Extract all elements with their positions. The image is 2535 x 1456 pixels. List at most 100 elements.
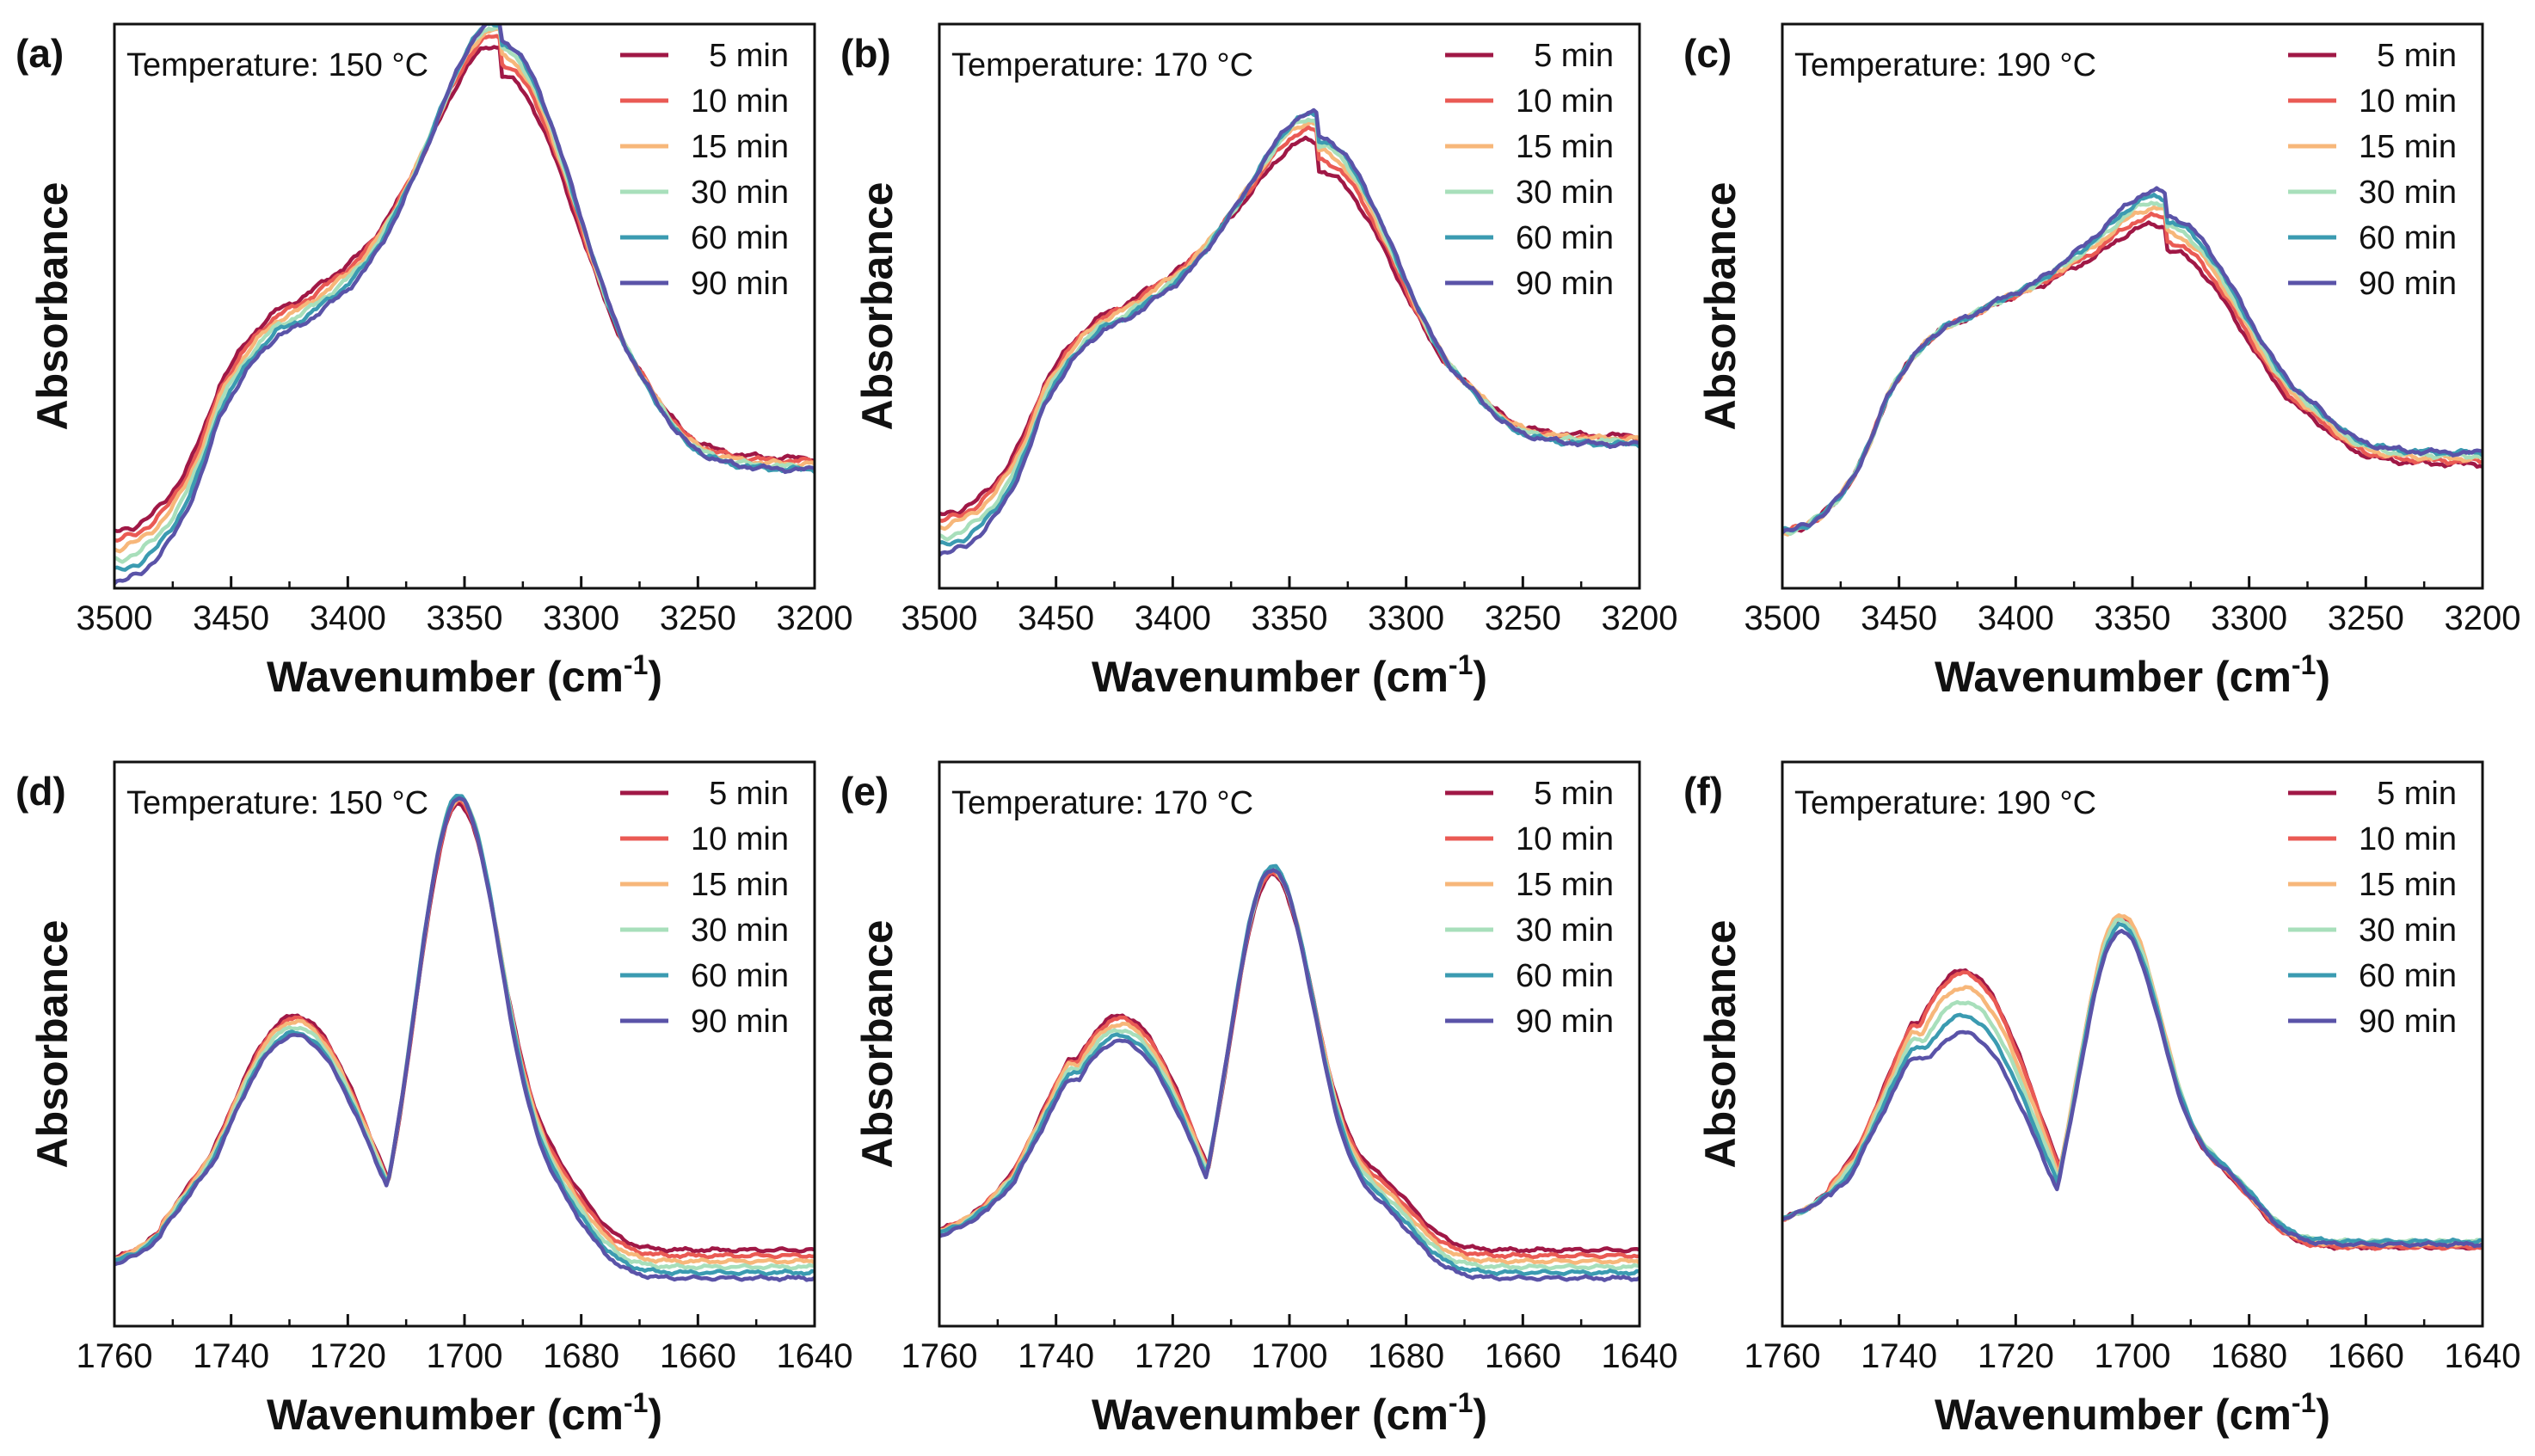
temperature-label: Temperature: 150 °C bbox=[126, 785, 428, 821]
series-group bbox=[939, 108, 1640, 557]
temperature-label: Temperature: 190 °C bbox=[1794, 785, 2096, 821]
x-tick-label: 3200 bbox=[1602, 599, 1678, 637]
panel-label: (e) bbox=[840, 769, 889, 814]
series-line-10-min bbox=[1782, 212, 2483, 535]
y-axis-label: Absorbance bbox=[1696, 920, 1744, 1169]
x-tick-label: 3500 bbox=[901, 599, 978, 637]
x-tick-label: 1740 bbox=[1861, 1337, 1937, 1375]
legend-entry: 60 min bbox=[2359, 958, 2457, 994]
panel-label: (d) bbox=[15, 769, 66, 814]
x-tick-label: 1760 bbox=[901, 1337, 978, 1375]
x-tick-label: 3300 bbox=[2211, 599, 2287, 637]
x-tick-label: 3250 bbox=[2328, 599, 2404, 637]
x-tick-label: 1680 bbox=[543, 1337, 619, 1375]
series-line-90-min bbox=[114, 796, 815, 1282]
chart-panel-b: 3500 3450 3400 3350 3300 3250 3200 Wavenumber (… bbox=[840, 22, 1678, 701]
temperature-label: Temperature: 150 °C bbox=[126, 47, 428, 83]
series-line-15-min bbox=[1782, 205, 2483, 537]
legend-entry: 10 min bbox=[1516, 83, 1614, 120]
x-tick-label: 3450 bbox=[1018, 599, 1094, 637]
legend-entry: 60 min bbox=[691, 220, 789, 256]
x-tick-label: 1680 bbox=[2211, 1337, 2287, 1375]
legend-entry: 5 min bbox=[1534, 776, 1614, 812]
series-line-90-min bbox=[1782, 929, 2483, 1249]
x-tick-label: 3400 bbox=[1978, 599, 2054, 637]
legend-entry: 60 min bbox=[2359, 220, 2457, 256]
x-tick-label: 3200 bbox=[777, 599, 853, 637]
legend-entry: 90 min bbox=[1516, 266, 1614, 302]
x-tick-label: 3500 bbox=[77, 599, 153, 637]
legend-entry: 15 min bbox=[2359, 867, 2457, 903]
legend-entry: 10 min bbox=[1516, 821, 1614, 857]
x-tick-label: 3350 bbox=[2095, 599, 2171, 637]
x-tick-label: 3300 bbox=[1368, 599, 1444, 637]
legend-entry: 90 min bbox=[691, 266, 789, 302]
x-tick-label: 1660 bbox=[1485, 1337, 1561, 1375]
x-tick-label: 1720 bbox=[1135, 1337, 1211, 1375]
x-axis-label: Wavenumber (cm-1) bbox=[1935, 1387, 2330, 1439]
x-tick-label: 1740 bbox=[193, 1337, 269, 1375]
x-tick-label: 1760 bbox=[77, 1337, 153, 1375]
x-axis-label: Wavenumber (cm-1) bbox=[1092, 1387, 1487, 1439]
x-tick-label: 3300 bbox=[543, 599, 619, 637]
temperature-label: Temperature: 170 °C bbox=[951, 785, 1253, 821]
legend-entry: 60 min bbox=[1516, 220, 1614, 256]
x-tick-label: 1700 bbox=[2095, 1337, 2171, 1375]
x-tick-label: 1700 bbox=[427, 1337, 503, 1375]
chart-panel-c: 3500 3450 3400 3350 3300 3250 3200 Wavenumber (… bbox=[1683, 22, 2521, 701]
x-tick-label: 1640 bbox=[1602, 1337, 1678, 1375]
legend-entry: 15 min bbox=[691, 867, 789, 903]
x-tick-label: 3200 bbox=[2445, 599, 2521, 637]
legend-entry: 30 min bbox=[691, 912, 789, 949]
legend-entry: 30 min bbox=[691, 175, 789, 211]
panel-label: (a) bbox=[15, 31, 64, 76]
panel-label: (f) bbox=[1683, 769, 1723, 814]
x-tick-label: 3450 bbox=[193, 599, 269, 637]
x-axis-label: Wavenumber (cm-1) bbox=[1935, 649, 2330, 701]
legend-entry: 60 min bbox=[691, 958, 789, 994]
y-axis-label: Absorbance bbox=[853, 182, 901, 431]
chart-panel-d: 1760 1740 1720 1700 1680 1660 1640 Wavenumber (… bbox=[15, 760, 853, 1439]
x-tick-label: 1720 bbox=[1978, 1337, 2054, 1375]
legend-entry: 90 min bbox=[2359, 1004, 2457, 1040]
series-group bbox=[114, 24, 815, 586]
legend: 5 min 10 min 15 min 30 min 60 min 90 min bbox=[620, 38, 789, 302]
legend-entry: 5 min bbox=[2377, 776, 2457, 812]
legend-entry: 30 min bbox=[2359, 912, 2457, 949]
y-axis-label: Absorbance bbox=[1696, 182, 1744, 431]
temperature-label: Temperature: 190 °C bbox=[1794, 47, 2096, 83]
panel-label: (b) bbox=[840, 31, 891, 76]
x-axis-label: Wavenumber (cm-1) bbox=[267, 1387, 662, 1439]
x-tick-label: 3400 bbox=[310, 599, 386, 637]
chart-panel-a: 3500 3450 3400 3350 3300 3250 3200 Wavenumber (… bbox=[15, 22, 853, 701]
legend-entry: 10 min bbox=[691, 821, 789, 857]
legend-entry: 15 min bbox=[1516, 867, 1614, 903]
legend: 5 min 10 min 15 min 30 min 60 min 90 min bbox=[620, 776, 789, 1040]
panel-label: (c) bbox=[1683, 31, 1732, 76]
x-tick-label: 3450 bbox=[1861, 599, 1937, 637]
chart-panel-f: 1760 1740 1720 1700 1680 1660 1640 Wavenumber (… bbox=[1683, 760, 2520, 1439]
legend: 5 min 10 min 15 min 30 min 60 min 90 min bbox=[1445, 776, 1614, 1040]
legend-entry: 15 min bbox=[2359, 129, 2457, 165]
legend-entry: 10 min bbox=[2359, 83, 2457, 120]
y-axis-label: Absorbance bbox=[28, 920, 77, 1169]
series-line-90-min bbox=[114, 24, 815, 586]
legend-entry: 90 min bbox=[691, 1004, 789, 1040]
temperature-label: Temperature: 170 °C bbox=[951, 47, 1253, 83]
x-tick-label: 1720 bbox=[310, 1337, 386, 1375]
legend-entry: 30 min bbox=[1516, 175, 1614, 211]
legend-entry: 5 min bbox=[709, 38, 789, 74]
series-group bbox=[114, 793, 815, 1282]
chart-panel-e: 1760 1740 1720 1700 1680 1660 1640 Wavenumber (… bbox=[840, 760, 1678, 1439]
y-axis-label: Absorbance bbox=[28, 182, 77, 431]
legend-entry: 90 min bbox=[1516, 1004, 1614, 1040]
x-axis-label: Wavenumber (cm-1) bbox=[267, 649, 662, 701]
y-axis-label: Absorbance bbox=[853, 920, 901, 1169]
x-axis-label: Wavenumber (cm-1) bbox=[1092, 649, 1487, 701]
x-tick-label: 1640 bbox=[777, 1337, 853, 1375]
x-tick-label: 3400 bbox=[1135, 599, 1211, 637]
legend-entry: 10 min bbox=[2359, 821, 2457, 857]
x-tick-label: 3250 bbox=[1485, 599, 1561, 637]
legend-entry: 10 min bbox=[691, 83, 789, 120]
